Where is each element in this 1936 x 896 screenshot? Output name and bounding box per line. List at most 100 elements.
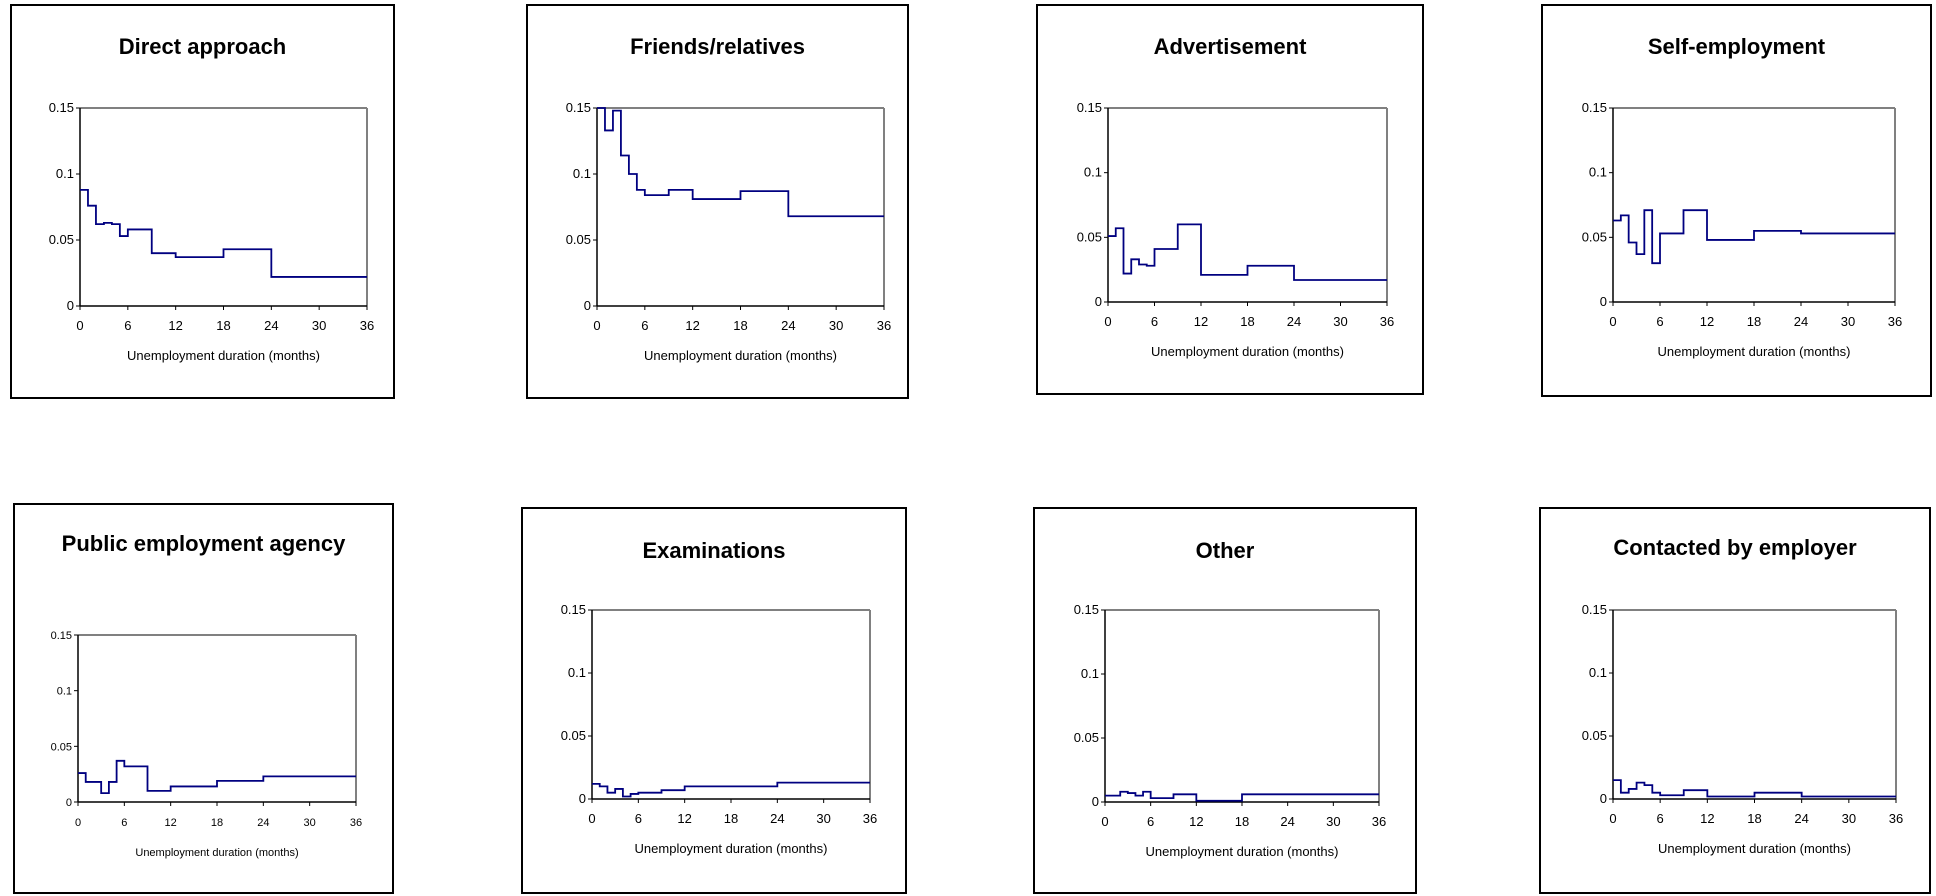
- x-axis-label: Unemployment duration (months): [1658, 344, 1851, 359]
- x-tick-label: 0: [1104, 314, 1111, 329]
- hazard-step-line: [597, 107, 884, 218]
- chart-panel-self-employment: Self-employment 0 0.05 0.1 0.15 0 6 12 18 24 30 36…: [1541, 4, 1932, 397]
- y-tick-label: 0.1: [1589, 165, 1607, 180]
- x-tick-label: 18: [216, 318, 230, 333]
- x-tick-label: 0: [593, 318, 600, 333]
- chart-panel-public-employment-agency: Public employment agency 0 0.05 0.1 0.15 0 6 1…: [13, 503, 394, 894]
- chart-plot: 0 0.05 0.1 0.15 0 6 12 18 24 30 36 Unemployment dur…: [1077, 100, 1395, 359]
- x-tick-label: 12: [1700, 314, 1714, 329]
- x-axis-label: Unemployment duration (months): [635, 841, 828, 856]
- x-tick-label: 12: [168, 318, 182, 333]
- x-tick-label: 30: [1842, 811, 1856, 826]
- x-tick-label: 30: [1326, 814, 1340, 829]
- x-axis-label: Unemployment duration (months): [135, 847, 298, 859]
- x-tick-label: 18: [211, 817, 223, 829]
- x-axis-label: Unemployment duration (months): [1658, 841, 1851, 856]
- y-tick-label: 0: [1095, 294, 1102, 309]
- hazard-step-line: [592, 781, 870, 798]
- chart-panel-direct-approach: Direct approach 0 0.05 0.1 0.15 0 6 12 18 24 30 36…: [10, 4, 395, 399]
- y-tick-label: 0.15: [1582, 100, 1607, 115]
- y-tick-label: 0.15: [51, 630, 72, 642]
- hazard-step-line: [1108, 223, 1387, 281]
- chart-panel-examinations: Examinations 0 0.05 0.1 0.15 0 6 12 18 24 30 36 Une…: [521, 507, 907, 894]
- x-tick-label: 24: [1794, 314, 1808, 329]
- y-tick-label: 0.05: [51, 741, 72, 753]
- x-axis-label: Unemployment duration (months): [1151, 344, 1344, 359]
- chart-plot: 0 0.05 0.1 0.15 0 6 12 18 24 30 36 Unemployment dur…: [566, 100, 892, 363]
- x-tick-label: 6: [635, 811, 642, 826]
- x-tick-label: 36: [863, 811, 877, 826]
- x-tick-label: 36: [877, 318, 891, 333]
- y-tick-label: 0: [584, 298, 591, 313]
- x-tick-label: 24: [781, 318, 795, 333]
- x-tick-label: 12: [677, 811, 691, 826]
- y-tick-label: 0.05: [566, 232, 591, 247]
- y-tick-label: 0: [1600, 791, 1607, 806]
- y-tick-label: 0.05: [1582, 728, 1607, 743]
- x-tick-label: 36: [360, 318, 374, 333]
- x-tick-label: 18: [1240, 314, 1254, 329]
- hazard-step-line: [1613, 209, 1895, 265]
- y-tick-label: 0.15: [1077, 100, 1102, 115]
- y-tick-label: 0.05: [1074, 730, 1099, 745]
- chart-plot: 0 0.05 0.1 0.15 0 6 12 18 24 30 36 Unemployment dur…: [49, 100, 375, 363]
- x-axis-label: Unemployment duration (months): [127, 348, 320, 363]
- x-tick-label: 36: [350, 817, 362, 829]
- x-tick-label: 6: [1147, 814, 1154, 829]
- x-tick-label: 36: [1889, 811, 1903, 826]
- x-tick-label: 0: [1101, 814, 1108, 829]
- chart-plot: 0 0.05 0.1 0.15 0 6 12 18 24 30 36 Unemployment dur…: [1074, 602, 1387, 859]
- y-tick-label: 0.05: [1077, 229, 1102, 244]
- chart-panel-other: Other 0 0.05 0.1 0.15 0 6 12 18 24 30 36 Unemployme…: [1033, 507, 1417, 894]
- y-tick-label: 0.1: [1084, 165, 1102, 180]
- y-tick-label: 0: [579, 791, 586, 806]
- x-tick-label: 36: [1888, 314, 1902, 329]
- y-tick-label: 0.1: [573, 166, 591, 181]
- y-tick-label: 0.1: [57, 686, 72, 698]
- y-tick-label: 0.1: [56, 166, 74, 181]
- chart-title: Friends/relatives: [630, 34, 805, 59]
- x-tick-label: 12: [1700, 811, 1714, 826]
- chart-title: Public employment agency: [61, 531, 346, 556]
- y-tick-label: 0.15: [1074, 602, 1099, 617]
- y-tick-label: 0.05: [49, 232, 74, 247]
- x-tick-label: 0: [588, 811, 595, 826]
- y-tick-label: 0.15: [49, 100, 74, 115]
- y-tick-label: 0: [66, 797, 72, 809]
- x-tick-label: 30: [1333, 314, 1347, 329]
- chart-plot: 0 0.05 0.1 0.15 0 6 12 18 24 30 36 Unemployment dur…: [561, 602, 878, 856]
- hazard-step-line: [80, 188, 367, 278]
- x-tick-label: 18: [1747, 811, 1761, 826]
- hazard-step-line: [1105, 790, 1379, 802]
- x-axis-label: Unemployment duration (months): [644, 348, 837, 363]
- chart-plot: 0 0.05 0.1 0.15 0 6 12 18 24 30 36 Unemployment dur…: [1582, 100, 1903, 359]
- x-axis-label: Unemployment duration (months): [1146, 844, 1339, 859]
- x-tick-label: 0: [1609, 811, 1616, 826]
- y-tick-label: 0.1: [1589, 665, 1607, 680]
- x-tick-label: 12: [685, 318, 699, 333]
- y-tick-label: 0.05: [561, 728, 586, 743]
- x-tick-label: 0: [1609, 314, 1616, 329]
- x-tick-label: 18: [733, 318, 747, 333]
- x-tick-label: 30: [1841, 314, 1855, 329]
- chart-title: Advertisement: [1153, 34, 1307, 59]
- x-tick-label: 24: [1794, 811, 1808, 826]
- x-tick-label: 24: [264, 318, 278, 333]
- y-tick-label: 0.15: [561, 602, 586, 617]
- chart-plot: 0 0.05 0.1 0.15 0 6 12 18 24 30 36 Unemployment dur…: [1582, 602, 1904, 856]
- x-tick-label: 6: [1657, 811, 1664, 826]
- x-tick-label: 18: [724, 811, 738, 826]
- chart-panel-advertisement: Advertisement 0 0.05 0.1 0.15 0 6 12 18 24 30 36 Un…: [1036, 4, 1424, 395]
- x-tick-label: 30: [816, 811, 830, 826]
- x-tick-label: 24: [1280, 814, 1294, 829]
- chart-panel-contacted-by-employer: Contacted by employer 0 0.05 0.1 0.15 0 6 12 18…: [1539, 507, 1931, 894]
- y-tick-label: 0.1: [1081, 666, 1099, 681]
- chart-title: Self-employment: [1647, 34, 1826, 59]
- x-tick-label: 12: [1189, 814, 1203, 829]
- x-tick-label: 24: [1287, 314, 1301, 329]
- x-tick-label: 30: [304, 817, 316, 829]
- x-tick-label: 18: [1747, 314, 1761, 329]
- y-tick-label: 0.15: [1582, 602, 1607, 617]
- chart-panel-friends-relatives: Friends/relatives 0 0.05 0.1 0.15 0 6 12 18 24 30…: [526, 4, 909, 399]
- y-tick-label: 0: [1600, 294, 1607, 309]
